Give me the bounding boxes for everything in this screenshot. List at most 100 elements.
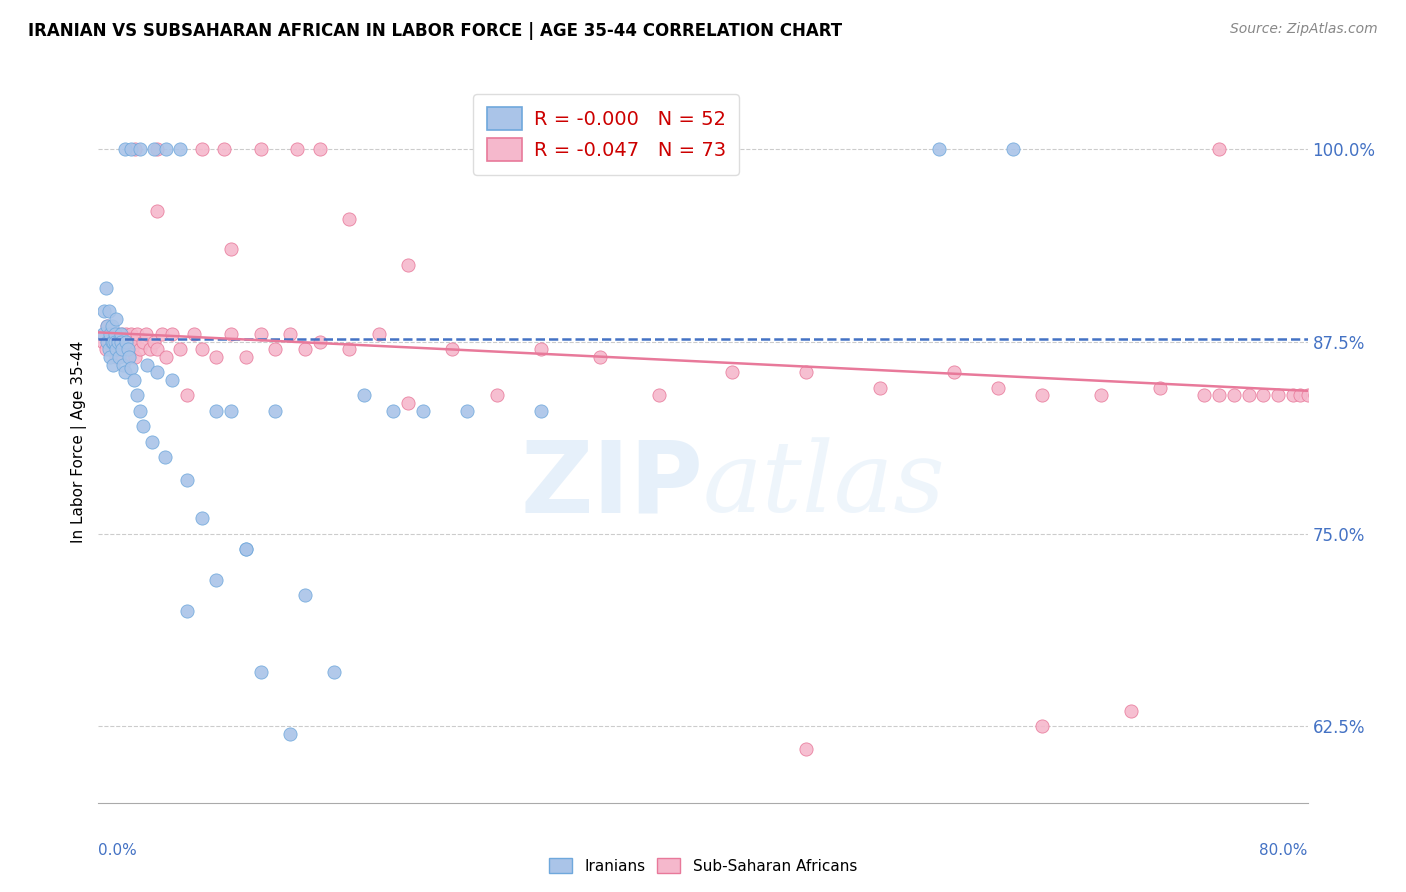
Point: [278, 726, 301, 740]
Point: [96, 334, 118, 349]
Point: [396, 396, 419, 410]
Point: [1031, 388, 1053, 402]
Point: [131, 419, 153, 434]
Point: [115, 334, 138, 349]
Point: [125, 326, 148, 341]
Point: [104, 334, 127, 349]
Point: [160, 326, 183, 341]
Point: [176, 388, 198, 402]
Point: [441, 343, 464, 357]
Point: [219, 404, 242, 418]
Point: [155, 143, 177, 157]
Point: [190, 143, 212, 157]
Point: [98, 326, 121, 341]
Point: [169, 143, 191, 157]
Legend: R = -0.000   N = 52, R = -0.047   N = 73: R = -0.000 N = 52, R = -0.047 N = 73: [474, 94, 740, 175]
Point: [205, 404, 228, 418]
Point: [1223, 388, 1246, 402]
Point: [1119, 704, 1142, 718]
Point: [101, 334, 124, 349]
Point: [146, 365, 169, 379]
Point: [112, 343, 135, 357]
Point: [97, 334, 120, 349]
Point: [456, 404, 478, 418]
Point: [928, 143, 950, 157]
Point: [146, 343, 169, 357]
Y-axis label: In Labor Force | Age 35-44: In Labor Force | Age 35-44: [72, 341, 87, 542]
Point: [1237, 388, 1260, 402]
Text: 0.0%: 0.0%: [98, 843, 138, 858]
Point: [100, 334, 122, 349]
Point: [91, 334, 114, 349]
Point: [264, 343, 287, 357]
Point: [101, 334, 124, 349]
Legend: Iranians, Sub-Saharan Africans: Iranians, Sub-Saharan Africans: [543, 852, 863, 880]
Point: [219, 326, 242, 341]
Text: atlas: atlas: [703, 437, 946, 533]
Point: [308, 334, 330, 349]
Point: [108, 350, 131, 364]
Point: [98, 350, 121, 364]
Point: [205, 350, 228, 364]
Point: [337, 343, 360, 357]
Point: [648, 388, 671, 402]
Point: [794, 365, 817, 379]
Point: [141, 434, 163, 449]
Point: [101, 358, 124, 372]
Text: IRANIAN VS SUBSAHARAN AFRICAN IN LABOR FORCE | AGE 35-44 CORRELATION CHART: IRANIAN VS SUBSAHARAN AFRICAN IN LABOR F…: [28, 22, 842, 40]
Point: [530, 343, 553, 357]
Point: [1208, 143, 1230, 157]
Point: [105, 343, 128, 357]
Point: [128, 343, 150, 357]
Point: [131, 334, 153, 349]
Point: [235, 350, 257, 364]
Point: [94, 281, 117, 295]
Point: [122, 334, 145, 349]
Point: [160, 373, 183, 387]
Point: [121, 343, 143, 357]
Point: [120, 143, 142, 157]
Point: [278, 326, 301, 341]
Point: [104, 326, 127, 341]
Point: [105, 311, 128, 326]
Point: [1303, 388, 1326, 402]
Point: [183, 326, 205, 341]
Point: [485, 388, 508, 402]
Point: [97, 304, 120, 318]
Point: [111, 326, 134, 341]
Point: [264, 404, 287, 418]
Point: [146, 203, 169, 218]
Point: [337, 211, 360, 226]
Point: [97, 343, 120, 357]
Point: [114, 365, 136, 379]
Point: [794, 742, 817, 756]
Point: [1296, 388, 1319, 402]
Point: [136, 358, 159, 372]
Point: [98, 326, 121, 341]
Point: [869, 381, 891, 395]
Point: [128, 404, 150, 418]
Point: [176, 604, 198, 618]
Point: [1289, 388, 1312, 402]
Point: [139, 343, 162, 357]
Point: [118, 350, 141, 364]
Point: [146, 143, 169, 157]
Point: [100, 319, 122, 334]
Point: [1208, 388, 1230, 402]
Text: Source: ZipAtlas.com: Source: ZipAtlas.com: [1230, 22, 1378, 37]
Point: [721, 365, 744, 379]
Point: [153, 450, 176, 464]
Point: [94, 343, 117, 357]
Point: [110, 334, 132, 349]
Point: [111, 343, 134, 357]
Point: [235, 542, 257, 557]
Point: [122, 373, 145, 387]
Point: [124, 143, 146, 157]
Point: [143, 334, 166, 349]
Point: [1149, 381, 1171, 395]
Point: [135, 326, 157, 341]
Point: [1310, 388, 1333, 402]
Point: [942, 365, 965, 379]
Point: [114, 334, 136, 349]
Point: [323, 665, 346, 680]
